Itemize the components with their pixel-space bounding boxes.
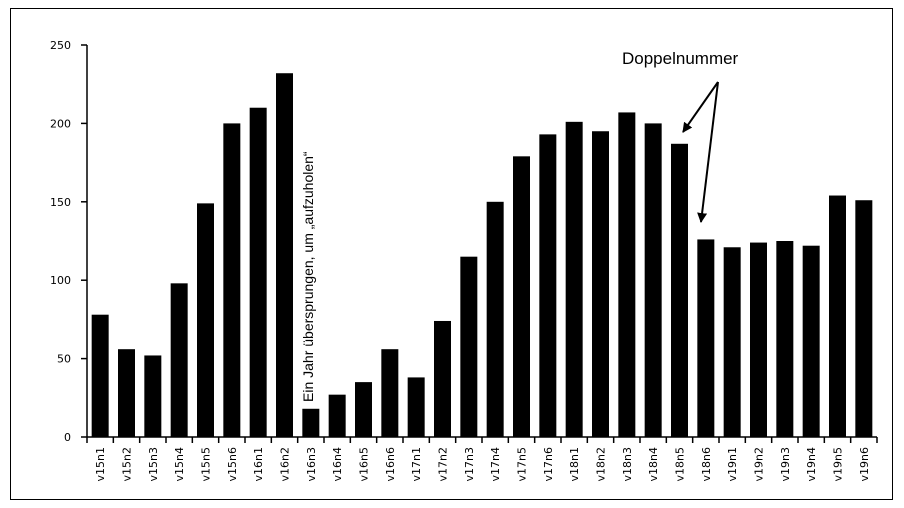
bar-v19n1: [723, 247, 741, 437]
x-tick-label: v17n6: [542, 447, 555, 481]
x-tick-label: v16n4: [331, 447, 344, 481]
bar-v16n5: [355, 382, 372, 437]
labels: 0 50 100 150 200 250 v15n1 v15n2 v15n3 v15n4 v15n5…: [50, 39, 871, 481]
x-tick-label: v19n5: [832, 447, 845, 481]
bar-v17n2: [434, 320, 451, 437]
y-tick-label: 200: [50, 117, 71, 130]
x-tick-label: v16n3: [305, 447, 318, 481]
x-tick-label: v17n2: [437, 447, 450, 481]
x-tick-label: v19n2: [753, 447, 766, 481]
x-tick-label: v15n6: [226, 447, 239, 481]
bar-v18n5: [671, 143, 688, 437]
x-tick-label: v16n6: [384, 447, 397, 481]
bar-v16n6: [381, 349, 399, 437]
bar-v16n3: [302, 408, 320, 437]
y-tick-label: 50: [57, 353, 71, 366]
bar-v15n2: [118, 349, 135, 437]
x-tick-label: v15n2: [121, 447, 134, 481]
x-tick-label: v18n4: [647, 447, 660, 481]
bar-v17n5: [513, 156, 530, 437]
x-tick-label: v18n2: [595, 447, 608, 481]
bar-v19n5: [829, 195, 846, 437]
bar-v17n4: [486, 201, 504, 437]
bar-v18n1: [565, 121, 583, 437]
x-tick-label: v15n1: [94, 447, 107, 481]
x-tick-label: v15n4: [173, 447, 186, 481]
doppel-arrow-1: [682, 81, 719, 133]
x-tick-label: v17n1: [410, 447, 423, 481]
y-tick-label: 100: [50, 274, 71, 287]
bar-v15n6: [223, 123, 241, 438]
x-tick-label: v19n3: [779, 447, 792, 481]
x-tick-label: v18n6: [700, 447, 713, 481]
bar-v19n6: [855, 200, 873, 437]
x-tick-label: v18n3: [621, 447, 634, 481]
bar-v17n3: [460, 256, 478, 437]
bar-v15n4: [170, 283, 188, 437]
bar-v16n1: [249, 107, 267, 437]
bar-v15n3: [144, 355, 162, 437]
axes: [81, 44, 878, 443]
bar-v18n4: [644, 123, 662, 438]
skipped-year-annotation: Ein Jahr übersprungen, um „aufzuholen“: [300, 151, 316, 402]
x-tick-label: v18n5: [674, 447, 687, 481]
y-tick-label: 150: [50, 196, 71, 209]
bar-v18n6: [697, 239, 715, 437]
bar-v17n6: [539, 134, 557, 437]
x-tick-label: v18n1: [568, 447, 581, 481]
x-tick-label: v19n1: [726, 447, 739, 481]
x-tick-label: v16n5: [358, 447, 371, 481]
chart-frame: [10, 8, 893, 500]
x-tick-label: v16n1: [252, 447, 265, 481]
x-tick-label: v19n6: [858, 447, 871, 481]
bar-v19n4: [802, 245, 820, 437]
bar-v15n5: [197, 203, 214, 437]
bar-v16n4: [328, 394, 346, 437]
bar-v16n2: [276, 73, 293, 437]
y-tick-label: 250: [50, 39, 71, 52]
bars: [91, 73, 873, 438]
x-tick-label: v15n5: [200, 447, 213, 481]
bar-v17n1: [407, 377, 425, 437]
x-tick-label: v15n3: [147, 447, 160, 481]
x-tick-label: v16n2: [279, 447, 292, 481]
doppelnummer-annotation: Doppelnummer: [622, 49, 739, 68]
x-tick-label: v17n5: [516, 447, 529, 481]
y-tick-label: 0: [64, 431, 71, 444]
x-tick-label: v19n4: [805, 447, 818, 481]
bar-v19n3: [776, 241, 794, 437]
bar-v19n2: [750, 242, 767, 437]
bar-v18n3: [618, 112, 636, 437]
bar-v18n2: [592, 131, 609, 438]
x-tick-label: v17n3: [463, 447, 476, 481]
x-tick-label: v17n4: [489, 447, 502, 481]
doppel-arrow-2: [697, 81, 719, 223]
bar-v15n1: [91, 314, 109, 437]
